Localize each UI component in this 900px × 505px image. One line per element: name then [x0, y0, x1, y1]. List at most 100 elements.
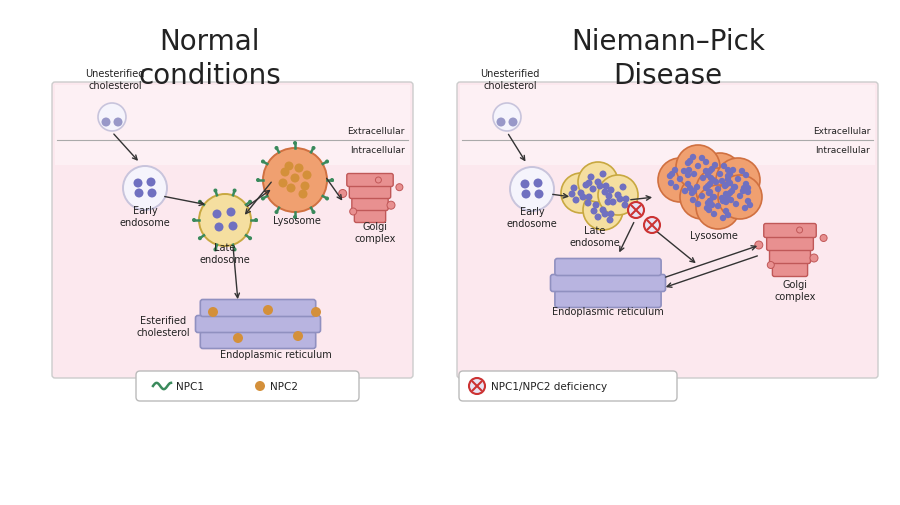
Circle shape	[671, 168, 679, 174]
Circle shape	[535, 190, 544, 199]
FancyBboxPatch shape	[52, 83, 413, 378]
Circle shape	[293, 142, 297, 146]
Text: Endoplasmic reticulum: Endoplasmic reticulum	[552, 307, 664, 316]
Text: Late
endosome: Late endosome	[200, 242, 250, 265]
Circle shape	[703, 169, 709, 175]
Circle shape	[497, 118, 506, 127]
FancyBboxPatch shape	[346, 174, 393, 187]
Circle shape	[293, 331, 303, 341]
Text: Early
endosome: Early endosome	[507, 207, 557, 229]
Circle shape	[212, 210, 221, 219]
Circle shape	[299, 190, 308, 199]
Text: Lysosome: Lysosome	[690, 231, 738, 240]
Circle shape	[569, 191, 575, 198]
Circle shape	[628, 203, 644, 219]
Circle shape	[609, 199, 617, 206]
Circle shape	[134, 189, 143, 198]
Circle shape	[727, 172, 734, 178]
Circle shape	[742, 173, 749, 179]
Circle shape	[669, 172, 675, 178]
FancyBboxPatch shape	[55, 86, 410, 166]
Circle shape	[286, 184, 295, 193]
Circle shape	[387, 202, 395, 210]
Circle shape	[586, 194, 592, 201]
Circle shape	[208, 308, 218, 317]
Circle shape	[668, 180, 674, 187]
Circle shape	[588, 174, 595, 181]
Circle shape	[715, 186, 721, 193]
Circle shape	[686, 168, 692, 174]
Circle shape	[796, 228, 803, 233]
Circle shape	[695, 201, 701, 208]
Circle shape	[687, 185, 693, 192]
Circle shape	[696, 169, 740, 213]
Circle shape	[755, 241, 763, 249]
FancyBboxPatch shape	[195, 316, 320, 333]
Circle shape	[148, 189, 157, 198]
Circle shape	[724, 173, 731, 180]
Circle shape	[715, 204, 721, 210]
Circle shape	[680, 169, 688, 175]
Circle shape	[254, 219, 258, 223]
Circle shape	[733, 201, 739, 208]
Circle shape	[698, 193, 706, 200]
Circle shape	[294, 164, 303, 173]
Circle shape	[740, 188, 746, 195]
Circle shape	[578, 190, 584, 197]
Circle shape	[607, 217, 614, 224]
Circle shape	[710, 194, 716, 201]
Circle shape	[102, 118, 111, 127]
Text: Extracellular: Extracellular	[813, 127, 870, 136]
Circle shape	[561, 174, 601, 214]
Circle shape	[718, 176, 762, 220]
Circle shape	[147, 178, 156, 187]
Circle shape	[680, 176, 724, 220]
Circle shape	[713, 179, 719, 186]
Circle shape	[590, 186, 597, 193]
Circle shape	[689, 197, 697, 204]
Text: Golgi
complex: Golgi complex	[774, 279, 815, 301]
Circle shape	[580, 194, 587, 201]
Circle shape	[284, 162, 293, 171]
Circle shape	[278, 179, 287, 188]
Circle shape	[590, 208, 598, 215]
Circle shape	[601, 189, 608, 196]
FancyBboxPatch shape	[136, 371, 359, 401]
Circle shape	[595, 214, 601, 221]
Circle shape	[727, 180, 734, 187]
Circle shape	[616, 196, 624, 203]
FancyBboxPatch shape	[352, 198, 388, 211]
Text: Lysosome: Lysosome	[273, 216, 321, 226]
Circle shape	[691, 172, 698, 178]
Circle shape	[719, 178, 725, 185]
Circle shape	[711, 212, 717, 218]
Circle shape	[261, 197, 265, 201]
Circle shape	[229, 222, 238, 231]
Circle shape	[703, 185, 709, 192]
Circle shape	[691, 188, 698, 195]
Text: Extracellular: Extracellular	[347, 127, 405, 136]
Circle shape	[742, 206, 748, 212]
Text: Endoplasmic reticulum: Endoplasmic reticulum	[220, 349, 332, 359]
Circle shape	[199, 194, 251, 246]
Circle shape	[615, 192, 622, 199]
Circle shape	[711, 194, 717, 201]
Circle shape	[311, 308, 321, 317]
Circle shape	[619, 184, 626, 191]
Circle shape	[694, 184, 700, 191]
Circle shape	[493, 104, 521, 132]
Circle shape	[256, 179, 260, 183]
Circle shape	[311, 146, 316, 150]
Circle shape	[608, 187, 615, 194]
Circle shape	[745, 185, 751, 192]
Circle shape	[521, 190, 530, 199]
Circle shape	[706, 181, 713, 188]
Circle shape	[98, 104, 126, 132]
Circle shape	[214, 223, 223, 232]
Circle shape	[233, 333, 243, 343]
Circle shape	[255, 381, 265, 391]
Circle shape	[123, 167, 167, 211]
Circle shape	[725, 180, 733, 187]
Circle shape	[727, 190, 734, 197]
Circle shape	[723, 199, 729, 206]
